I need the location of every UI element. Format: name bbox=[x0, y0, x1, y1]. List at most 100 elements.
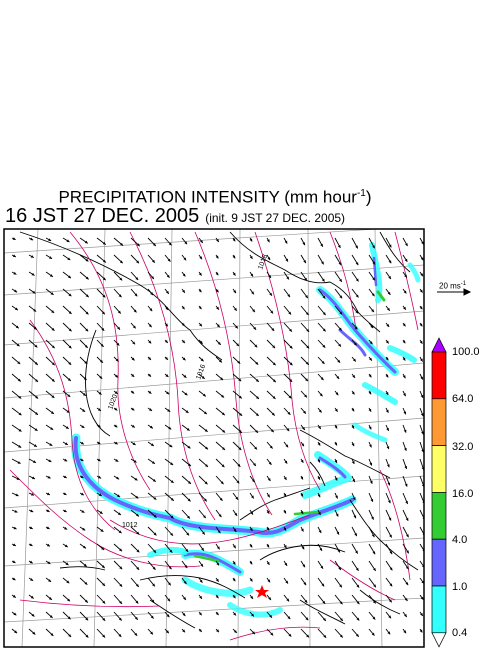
wind-arrow-head bbox=[355, 262, 359, 266]
wind-arrow-head bbox=[80, 441, 84, 445]
wind-arrow-head bbox=[204, 428, 208, 432]
wind-arrow-head bbox=[150, 631, 153, 635]
wind-arrow-head bbox=[46, 543, 50, 547]
wind-arrow-head bbox=[372, 261, 375, 265]
wind-arrow-head bbox=[119, 566, 123, 570]
wind-arrow-head bbox=[98, 493, 102, 496]
wind-arrow-head bbox=[272, 379, 276, 383]
wind-arrow-head bbox=[336, 375, 340, 379]
wind-arrow-head bbox=[270, 310, 274, 314]
wind-arrow-head bbox=[85, 311, 89, 315]
wind-arrow-head bbox=[351, 408, 355, 412]
wind-arrow-head bbox=[66, 410, 70, 413]
wind-arrow-head bbox=[369, 444, 372, 448]
wind-arrow-head bbox=[340, 618, 343, 622]
wind-arrow-head bbox=[97, 458, 101, 462]
wind-arrow-head bbox=[355, 278, 359, 282]
wind-arrow-head bbox=[102, 583, 106, 586]
wind-arrow-head bbox=[304, 277, 307, 281]
wind-arrow-head bbox=[114, 391, 118, 394]
wind-arrow-head bbox=[152, 478, 156, 482]
wind-arrow-head bbox=[31, 476, 35, 480]
wind-arrow-head bbox=[97, 441, 101, 445]
wind-arrow-head bbox=[237, 360, 241, 364]
red-star-icon bbox=[255, 585, 269, 598]
wind-arrow-head bbox=[300, 493, 303, 497]
wind-arrow-head bbox=[420, 596, 424, 600]
colorbar-label: 100.0 bbox=[452, 346, 480, 358]
valid-time: 16 JST 27 DEC. 2005 bbox=[5, 205, 200, 227]
wind-arrow-head bbox=[182, 273, 186, 277]
wind-arrow-head bbox=[286, 598, 290, 602]
wind-arrow-head bbox=[46, 526, 50, 529]
wind-arrow-head bbox=[153, 549, 157, 553]
wind-arrow-head bbox=[306, 634, 310, 638]
wind-arrow-head bbox=[17, 361, 21, 365]
wind-arrow-head bbox=[117, 310, 121, 314]
wind-arrow-head bbox=[334, 425, 338, 429]
wind-arrow-head bbox=[339, 584, 342, 588]
wind-arrow-head bbox=[387, 631, 391, 635]
wind-arrow-head bbox=[119, 583, 123, 587]
wind-arrow-head bbox=[80, 458, 84, 461]
colorbar-over-triangle bbox=[431, 337, 447, 353]
wind-arrow-head bbox=[51, 378, 55, 382]
colorbar-label: 1.0 bbox=[452, 581, 468, 593]
wind-arrow-head bbox=[355, 633, 359, 637]
wind-arrow-head bbox=[115, 374, 119, 378]
wind-arrow-head bbox=[13, 612, 17, 616]
wind-arrow-head bbox=[170, 532, 174, 536]
wind-arrow-head bbox=[388, 615, 391, 619]
wind-arrow-head bbox=[118, 294, 122, 298]
wind-arrow-head bbox=[220, 377, 224, 381]
wind-arrow-head bbox=[15, 493, 19, 497]
wind-arrow-head bbox=[85, 634, 89, 638]
wind-arrow-head bbox=[183, 374, 187, 378]
wind-arrow-head bbox=[34, 344, 38, 348]
wind-arrow-head bbox=[389, 534, 392, 538]
wind-arrow-head bbox=[151, 461, 155, 464]
wind-arrow-head bbox=[405, 500, 408, 504]
wind-arrow-head bbox=[215, 578, 219, 582]
wind-arrow-head bbox=[221, 412, 225, 416]
wind-arrow-head bbox=[402, 357, 406, 361]
wind-arrow-head bbox=[267, 494, 270, 498]
wind-arrow-head bbox=[85, 258, 89, 262]
wind-arrow-head bbox=[421, 431, 424, 435]
wind-arrow-head bbox=[255, 413, 259, 416]
wind-arrow-head bbox=[64, 544, 68, 548]
wind-arrow-head bbox=[317, 442, 321, 446]
wind-arrow-head bbox=[187, 463, 191, 467]
colorbar-label: 16.0 bbox=[452, 488, 474, 500]
wind-arrow-head bbox=[338, 343, 342, 347]
wind-arrow-head bbox=[405, 566, 409, 570]
wind-arrow-head bbox=[186, 532, 190, 536]
wind-arrow-head bbox=[68, 345, 72, 349]
wind-arrow-head bbox=[288, 633, 292, 637]
wind-arrow-head bbox=[148, 373, 152, 377]
wind-arrow-head bbox=[30, 237, 34, 241]
wind-arrow-head bbox=[132, 325, 136, 329]
wind-arrow-head bbox=[98, 475, 102, 479]
wind-arrow-head bbox=[170, 462, 174, 466]
wind-arrow-head bbox=[286, 276, 289, 280]
wind-arrow-head bbox=[322, 344, 326, 348]
wind-arrow-head bbox=[305, 295, 308, 299]
wind-arrow-head bbox=[266, 527, 270, 531]
wind-arrow-head bbox=[68, 311, 72, 314]
wind-arrow-head bbox=[300, 459, 304, 463]
colorbar-swatch bbox=[431, 445, 447, 493]
wind-arrow-head bbox=[117, 512, 121, 516]
wind-arrow-head bbox=[119, 260, 123, 264]
wind-arrow-head bbox=[131, 357, 135, 361]
wind-arrow-head bbox=[354, 326, 358, 330]
wind-arrow-head bbox=[251, 291, 254, 295]
wind-arrow-head bbox=[201, 547, 204, 551]
wind-arrow-head bbox=[101, 311, 105, 315]
wind-arrow-head bbox=[183, 257, 187, 261]
wind-arrow-head bbox=[385, 340, 389, 344]
wind-arrow-head bbox=[14, 630, 18, 634]
wind-arrow-head bbox=[151, 599, 155, 603]
wind-arrow-head bbox=[388, 599, 392, 603]
wind-arrow-head bbox=[369, 357, 372, 361]
